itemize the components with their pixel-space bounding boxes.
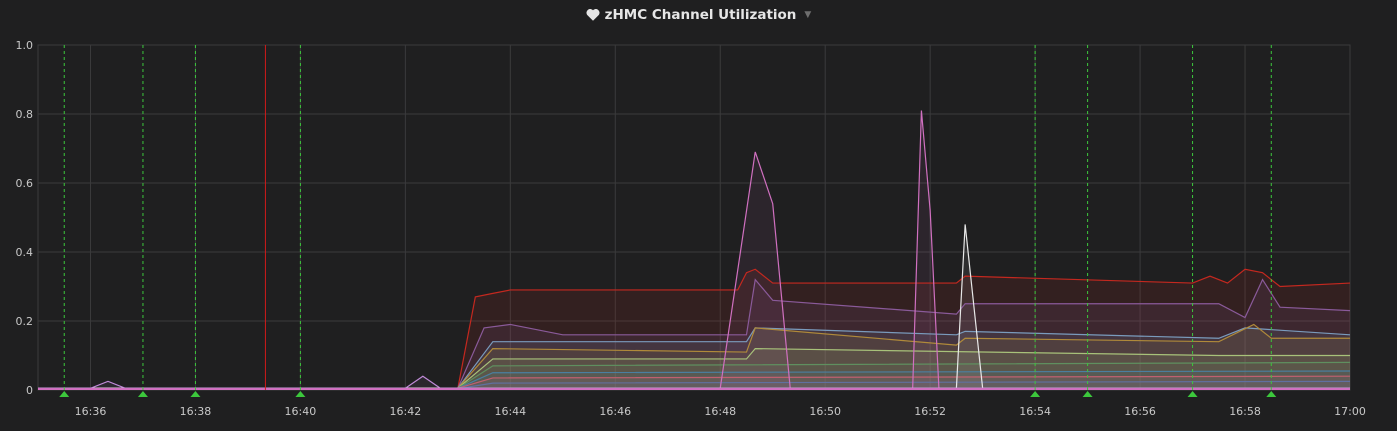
- series-line-3: [38, 323, 1350, 389]
- series-area-5: [38, 362, 1350, 390]
- series-line-0: [38, 268, 1351, 389]
- heart-icon: [586, 9, 600, 21]
- series-area-0: [38, 269, 1350, 390]
- x-tick-label: 16:36: [75, 405, 107, 418]
- x-tick-label: 16:44: [494, 405, 526, 418]
- y-tick-label: 0.4: [16, 246, 34, 259]
- series-area-4: [38, 348, 1350, 390]
- y-tick-label: 0.6: [16, 177, 34, 190]
- annotation-marker: [190, 391, 201, 397]
- panel-title-menu[interactable]: zHMC Channel Utilization ▼: [0, 4, 1397, 26]
- series-area-6: [38, 371, 1350, 390]
- y-tick-label: 0.2: [16, 315, 34, 328]
- annotation-marker: [1266, 391, 1277, 397]
- x-tick-label: 16:56: [1124, 405, 1156, 418]
- x-tick-label: 16:54: [1019, 405, 1051, 418]
- chevron-down-icon[interactable]: ▼: [804, 10, 812, 20]
- annotation-marker: [137, 391, 148, 397]
- x-tick-label: 16:38: [180, 405, 212, 418]
- annotation-marker: [1082, 391, 1093, 397]
- x-tick-label: 16:52: [914, 405, 946, 418]
- annotation-marker: [1030, 391, 1041, 397]
- series-area-3: [38, 324, 1350, 390]
- y-tick-label: 1.0: [16, 39, 34, 52]
- x-tick-label: 16:58: [1229, 405, 1261, 418]
- x-tick-label: 16:42: [390, 405, 422, 418]
- y-tick-label: 0.8: [16, 108, 34, 121]
- y-tick-label: 0: [26, 384, 33, 397]
- panel-title: zHMC Channel Utilization: [604, 7, 797, 23]
- x-tick-label: 16:48: [704, 405, 736, 418]
- annotation-marker: [1187, 391, 1198, 397]
- annotation-marker: [295, 391, 306, 397]
- series-line-1: [38, 278, 1351, 389]
- x-tick-label: 16:40: [285, 405, 317, 418]
- x-tick-label: 16:50: [809, 405, 841, 418]
- x-tick-label: 17:00: [1334, 405, 1366, 418]
- annotation-marker: [59, 391, 70, 397]
- x-tick-label: 16:46: [599, 405, 631, 418]
